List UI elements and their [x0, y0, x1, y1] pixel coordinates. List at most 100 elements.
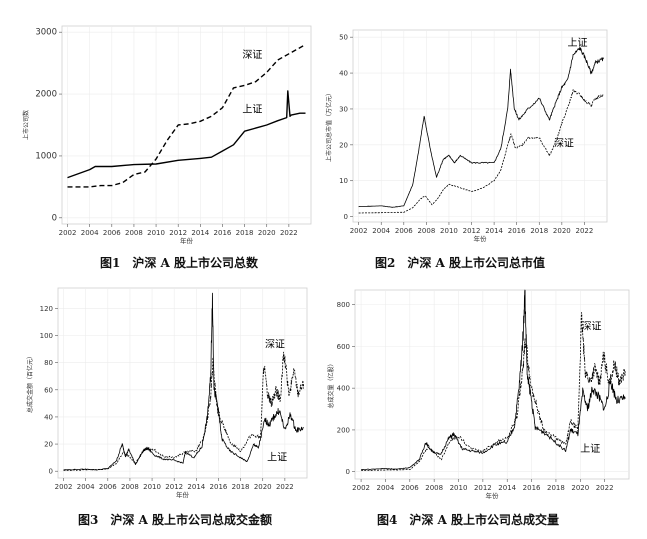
chart-2-svg: 2002 2004 2006 2008 2010 2012 2014 2016 2018 2020…: [325, 29, 608, 243]
chart-4-ytick-label-4: 800: [337, 301, 350, 309]
chart-2-series-a-line: [358, 46, 604, 208]
chart-4-xtick-label-6: 2014: [498, 484, 516, 492]
chart-4-xtick-label-8: 2018: [547, 484, 565, 492]
chart-3-plot-area: [57, 287, 308, 479]
chart-1-series-a-line: [67, 43, 306, 188]
chart-2-annotation-0: 上证: [567, 37, 587, 49]
chart-2-caption: 图2 沪深 A 股上市公司总市值: [375, 256, 546, 270]
chart-1-xtick-label-2: 2006: [103, 229, 121, 237]
chart-1-panel: 2002 2004 2006 2008 2010 2012 2014 2016 2018 2020…: [0, 0, 323, 250]
chart-1-xlabel: 年份: [180, 236, 194, 245]
chart-1-caption: 图1 沪深 A 股上市公司总数: [100, 256, 259, 270]
chart-1-xtick-label-4: 2010: [147, 229, 165, 237]
chart-4-annotation-0: 深证: [582, 321, 602, 333]
chart-2-series-b-line: [358, 89, 604, 214]
chart-4-xtick-label-7: 2016: [523, 484, 541, 492]
chart-3-ytick-label-0: 0: [49, 468, 53, 476]
chart-2-panel: 2002 2004 2006 2008 2010 2012 2014 2016 2018 2020…: [323, 0, 647, 250]
chart-4-xtick-label-5: 2012: [474, 484, 492, 492]
chart-3-ytick-label-1: 20: [44, 441, 53, 449]
chart-1-xtick-label-10: 2022: [280, 229, 298, 237]
chart-1-xtick-label-9: 2020: [258, 229, 276, 237]
chart-3-ytick-label-6: 120: [40, 305, 53, 313]
chart-2-xtick-label-10: 2022: [576, 227, 594, 235]
chart-2-annotation-1: 深证: [554, 138, 574, 150]
chart-1-ylabel: 上市公司数: [22, 110, 30, 140]
chart-2-ytick-label-4: 40: [339, 70, 348, 78]
chart-1-annotation-1: 上证: [242, 104, 262, 116]
chart-1-xtick-label-7: 2016: [214, 229, 232, 237]
chart-4-xtick-label-3: 2008: [425, 484, 443, 492]
chart-4-xtick-label-9: 2020: [571, 484, 589, 492]
chart-3-caption: 图3 沪深 A 股上市公司总成交金额: [78, 513, 273, 527]
chart-1-xtick-label-8: 2018: [236, 229, 254, 237]
chart-2-xtick-label-2: 2006: [395, 227, 413, 235]
chart-2-xtick-label-9: 2020: [553, 227, 571, 235]
chart-4-xtick-label-2: 2006: [401, 484, 419, 492]
chart-4-series-b-line: [361, 312, 626, 471]
chart-3-series-b-line: [63, 351, 305, 471]
chart-3-annotation-0: 深证: [265, 339, 285, 351]
chart-3-xtick-label-4: 2010: [143, 483, 161, 491]
chart-2-xtick-label-6: 2014: [485, 227, 503, 235]
chart-4-ytick-label-3: 600: [337, 343, 350, 351]
chart-4-xlabel: 年份: [486, 491, 500, 500]
chart-3-xtick-label-6: 2014: [187, 483, 205, 491]
chart-3-xtick-label-3: 2008: [121, 483, 139, 491]
chart-4-xtick-label-0: 2002: [352, 484, 370, 492]
chart-3-annotation-1: 上证: [267, 451, 287, 463]
chart-2-plot-area: [352, 29, 608, 223]
chart-2-ytick-label-0: 0: [344, 213, 348, 221]
chart-3-xtick-label-2: 2006: [99, 483, 117, 491]
chart-4-xtick-label-10: 2022: [596, 484, 614, 492]
chart-3-xtick-label-0: 2002: [55, 483, 73, 491]
chart-1-ytick-label-3: 3000: [35, 28, 57, 38]
chart-3-ytick-label-4: 80: [44, 359, 53, 367]
chart-2-xtick-label-8: 2018: [530, 227, 548, 235]
chart-3-xtick-label-9: 2020: [254, 483, 272, 491]
chart-4-annotation-1: 上证: [580, 443, 600, 455]
chart-1-plot-area: [61, 25, 312, 225]
chart-1-series-b-line: [67, 90, 306, 179]
chart-2-xtick-label-7: 2016: [508, 227, 526, 235]
chart-4-ytick-label-0: 0: [346, 468, 350, 476]
chart-2-xtick-label-1: 2004: [372, 227, 390, 235]
chart-4-ytick-label-2: 400: [337, 385, 350, 393]
chart-2-xtick-label-5: 2012: [463, 227, 481, 235]
chart-4-panel: 2002 2004 2006 2008 2010 2012 2014 2016 2018 2020…: [323, 282, 647, 502]
chart-4-svg: 2002 2004 2006 2008 2010 2012 2014 2016 2018 2020…: [327, 289, 630, 500]
chart-1-xtick-label-5: 2012: [169, 229, 187, 237]
chart-3-panel: 2002 2004 2006 2008 2010 2012 2014 2016 2018 2020…: [0, 282, 323, 502]
chart-2-xtick-label-3: 2008: [417, 227, 435, 235]
chart-4-caption: 图4 沪深 A 股上市公司总成交量: [377, 513, 560, 527]
chart-1-annotation-0: 深证: [242, 49, 262, 61]
chart-1-xtick-label-6: 2014: [191, 229, 209, 237]
chart-3-xlabel: 年份: [176, 490, 190, 499]
chart-1-svg: 2002 2004 2006 2008 2010 2012 2014 2016 2018 2020…: [22, 25, 312, 245]
chart-3-xtick-label-5: 2012: [165, 483, 183, 491]
chart-1-ytick-label-1: 1000: [35, 151, 57, 161]
chart-3-ytick-label-2: 40: [44, 413, 53, 421]
chart-3-svg: 2002 2004 2006 2008 2010 2012 2014 2016 2018 2020…: [26, 287, 308, 499]
chart-2-ytick-label-5: 50: [339, 34, 348, 42]
chart-3-ytick-label-3: 60: [44, 386, 53, 394]
chart-4-xtick-label-4: 2010: [450, 484, 468, 492]
chart-3-xtick-label-7: 2016: [210, 483, 228, 491]
chart-4-xtick-label-1: 2004: [377, 484, 395, 492]
chart-1-xtick-label-0: 2002: [59, 229, 77, 237]
chart-1-xtick-label-1: 2004: [81, 229, 99, 237]
chart-3-xtick-label-10: 2022: [276, 483, 294, 491]
chart-1-xtick-label-3: 2008: [125, 229, 143, 237]
chart-2-ytick-label-3: 30: [339, 105, 348, 113]
chart-2-xtick-label-0: 2002: [350, 227, 368, 235]
chart-2-xtick-label-4: 2010: [440, 227, 458, 235]
chart-2-ytick-label-1: 10: [339, 177, 348, 185]
chart-2-ylabel: 上市公司总市值（万亿元）: [325, 90, 333, 162]
chart-4-ylabel: 总成交量（亿股）: [327, 360, 335, 408]
chart-3-ytick-label-5: 100: [40, 332, 53, 340]
chart-3-ylabel: 总成交金额（百亿元）: [26, 353, 34, 413]
chart-3-xtick-label-1: 2004: [77, 483, 95, 491]
chart-2-xlabel: 年份: [474, 234, 488, 243]
chart-3-xtick-label-8: 2018: [232, 483, 250, 491]
chart-1-ytick-label-2: 2000: [35, 90, 57, 100]
